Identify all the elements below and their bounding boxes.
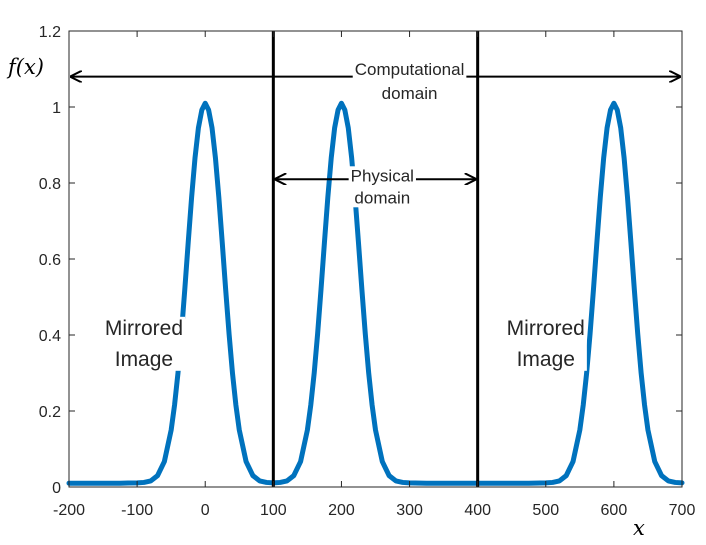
annotation-bg-1	[348, 166, 416, 208]
x-tick-label: 200	[328, 502, 355, 519]
annotation-line-1-1: domain	[354, 188, 410, 207]
annotation-bg-3	[504, 316, 587, 371]
annotation-bg-2	[102, 316, 186, 371]
annotation-text-2: Mirrored Image	[105, 317, 183, 371]
y-tick-label: 1	[52, 100, 61, 117]
y-tick-label: 0.2	[39, 404, 61, 421]
x-axis-label: x	[633, 516, 645, 540]
annotation-0: Computational domain	[352, 59, 467, 103]
x-tick-label: -100	[121, 502, 153, 519]
series-line-0	[66, 100, 685, 486]
annotation-line-3-0: Mirrored	[507, 317, 585, 340]
x-tick-label: 300	[396, 502, 423, 519]
x-tick-label: 400	[464, 502, 491, 519]
x-tick-label: 500	[532, 502, 559, 519]
y-tick-label: 0	[52, 480, 61, 497]
annotation-line-3-1: Image	[517, 348, 575, 371]
x-tick-label: -200	[53, 502, 85, 519]
annotation-line-2-0: Mirrored	[105, 317, 183, 340]
annotation-bg-0	[352, 59, 467, 103]
y-axis-label: f(x)	[6, 55, 44, 79]
annotation-1: Physical domain	[348, 166, 416, 208]
y-tick-label: 0.6	[39, 252, 61, 269]
annotation-text-1: Physical domain	[351, 166, 414, 207]
x-tick-label: 600	[601, 502, 628, 519]
x-tick-label: 700	[669, 502, 696, 519]
annotation-line-0-0: Computational	[355, 60, 465, 79]
y-tick-label: 1.2	[39, 24, 61, 41]
x-tick-label: 100	[260, 502, 287, 519]
annotation-line-1-0: Physical	[351, 166, 414, 185]
y-tick-label: 0.8	[39, 176, 61, 193]
y-tick-label: 0.4	[39, 328, 61, 345]
annotation-text-0: Computational domain	[355, 60, 465, 103]
annotation-line-2-1: Image	[115, 348, 173, 371]
x-tick-label: 0	[201, 502, 210, 519]
annotation-line-0-1: domain	[382, 84, 438, 103]
annotation-2: Mirrored Image	[102, 316, 186, 371]
annotation-3: Mirrored Image	[504, 316, 587, 371]
annotation-text-3: Mirrored Image	[507, 317, 585, 371]
